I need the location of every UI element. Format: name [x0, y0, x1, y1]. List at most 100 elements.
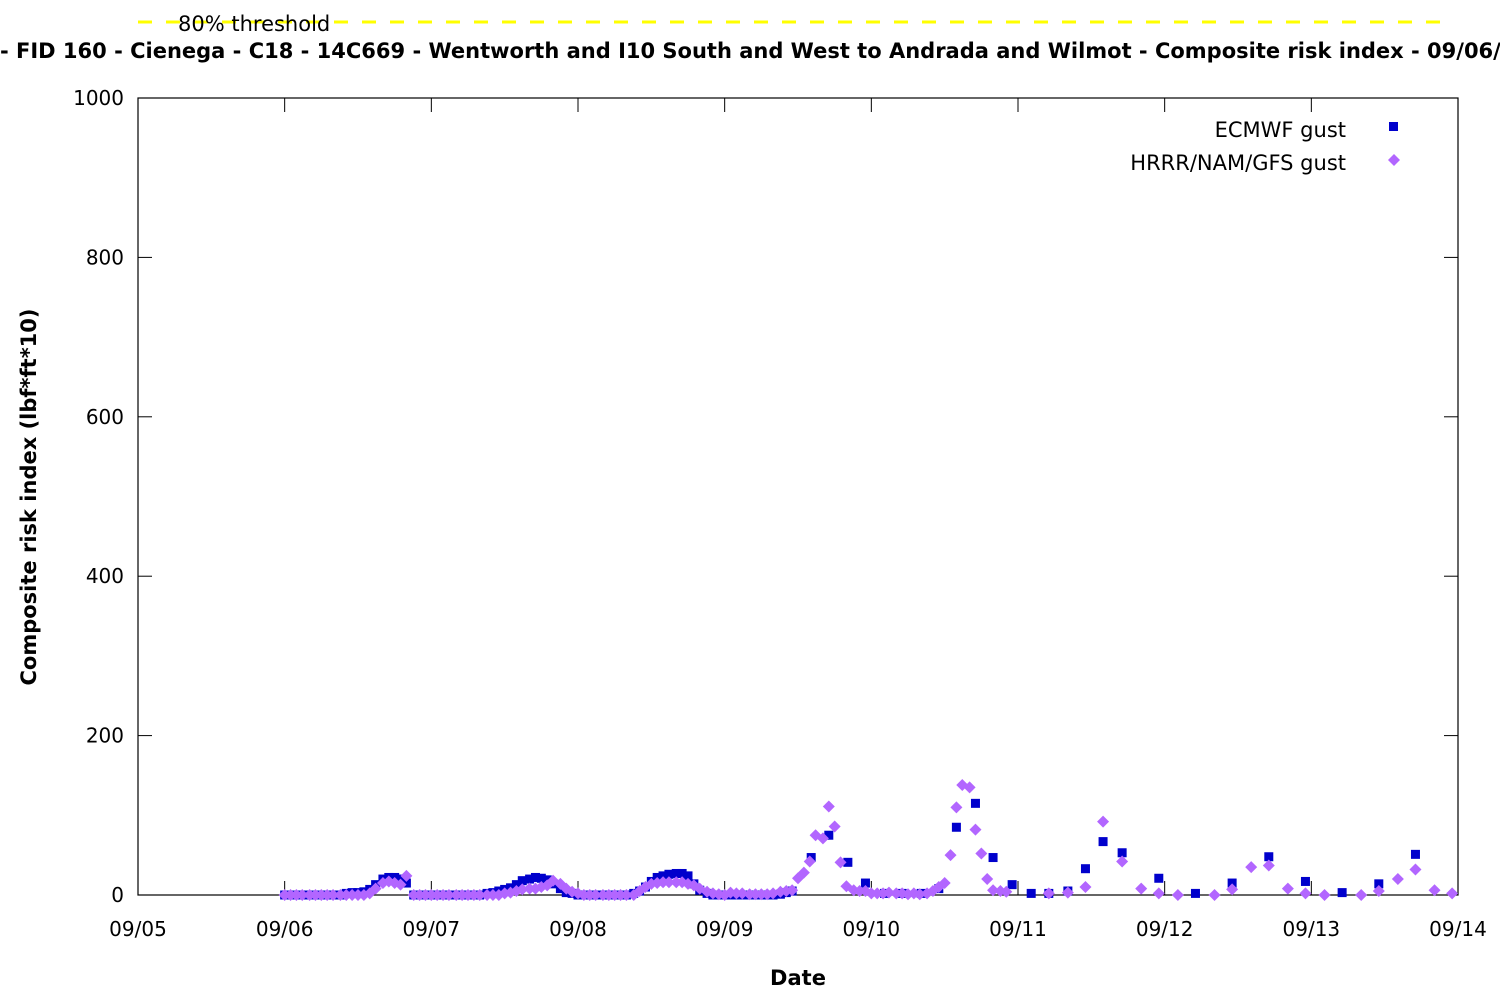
ecmwf-point [1117, 848, 1127, 858]
hrrr-point [969, 823, 982, 836]
ecmwf-point [1007, 880, 1017, 890]
hrrr-point [1135, 882, 1148, 895]
hrrr-point [1152, 887, 1165, 900]
y-tick-label: 800 [86, 245, 124, 269]
ecmwf-point [677, 868, 687, 878]
hrrr-point [1281, 882, 1294, 895]
ecmwf-point [530, 872, 540, 882]
hrrr-point [1318, 889, 1331, 901]
ecmwf-point [511, 880, 521, 890]
hrrr-point [1226, 883, 1239, 896]
threshold-label: 80% threshold [178, 12, 330, 36]
ecmwf-point [671, 868, 681, 878]
ecmwf-point [517, 876, 527, 886]
hrrr-point [1116, 855, 1129, 868]
ecmwf-point [1154, 873, 1164, 883]
hrrr-point [822, 800, 835, 813]
hrrr-point [1061, 886, 1074, 899]
legend-label-hrrr: HRRR/NAM/GFS gust [1130, 151, 1346, 175]
ecmwf-point [824, 830, 834, 840]
legend: ECMWF gust HRRR/NAM/GFS gust [1130, 118, 1400, 175]
hrrr-point [516, 883, 529, 896]
hrrr-point [963, 781, 976, 794]
hrrr-point [1409, 863, 1422, 876]
x-axis: 09/05 09/06 09/07 09/08 09/09 09/10 09/11 09/12… [109, 98, 1487, 941]
hrrr-point [400, 869, 413, 882]
y-tick-label: 600 [86, 405, 124, 429]
hrrr-point [950, 801, 963, 814]
hrrr-point [913, 888, 926, 901]
hrrr-point [1097, 815, 1110, 828]
hrrr-point [938, 877, 951, 890]
hrrr-point [975, 847, 988, 860]
ecmwf-point [1026, 888, 1036, 898]
hrrr-point [882, 886, 895, 899]
ecmwf-point [1264, 852, 1274, 862]
ecmwf-point [683, 871, 693, 881]
x-tick-label: 09/07 [403, 917, 461, 941]
hrrr-point [736, 887, 749, 900]
ecmwf-point [536, 873, 546, 883]
hrrr-point [1262, 859, 1275, 872]
hrrr-point [803, 855, 816, 868]
x-tick-label: 09/09 [696, 917, 754, 941]
y-tick-label: 1000 [73, 86, 124, 110]
hrrr-point [828, 820, 841, 833]
plot-frame [137, 97, 1459, 896]
ecmwf-point [401, 878, 411, 888]
hrrr-point [1355, 889, 1368, 901]
ecmwf-point [658, 871, 668, 881]
hrrr-point [296, 889, 309, 901]
y-axis-title: Composite risk index (lbf*ft*10) [17, 308, 41, 685]
hrrr-point [1171, 889, 1184, 901]
hrrr-point [369, 882, 382, 895]
ecmwf-point [860, 878, 870, 888]
x-axis-title: Date [770, 966, 826, 990]
legend-marker-ecmwf [1389, 122, 1398, 131]
hrrr-point [1208, 889, 1221, 901]
hrrr-point [1245, 861, 1258, 874]
ecmwf-point [525, 874, 535, 884]
series-layer [278, 779, 1459, 901]
x-tick-label: 09/13 [1283, 917, 1341, 941]
legend-label-ecmwf: ECMWF gust [1215, 118, 1346, 142]
hrrr-point [1428, 884, 1441, 897]
hrrr-point [834, 856, 847, 869]
ecmwf-point [1374, 879, 1384, 889]
hrrr-point [442, 889, 455, 901]
hrrr-point [473, 889, 486, 901]
hrrr-point [327, 889, 340, 901]
hrrr-point [1079, 881, 1092, 894]
legend-marker-hrrr [1388, 154, 1400, 166]
series-1 [278, 779, 1459, 901]
ecmwf-point [951, 822, 961, 832]
hrrr-point [797, 866, 810, 879]
hrrr-point [1299, 887, 1312, 900]
x-tick-label: 09/12 [1136, 917, 1194, 941]
y-axis: 0 200 400 600 800 1000 [73, 86, 1458, 907]
hrrr-point [394, 878, 407, 891]
ecmwf-point [1410, 849, 1420, 859]
chart-title: - FID 160 - Cienega - C18 - 14C669 - Wen… [0, 39, 1500, 63]
hrrr-point [1042, 887, 1055, 900]
hrrr-point [1372, 885, 1385, 898]
x-tick-label: 09/08 [549, 917, 607, 941]
y-tick-label: 0 [111, 883, 124, 907]
ecmwf-point [1227, 878, 1237, 888]
hrrr-point [786, 884, 799, 897]
ecmwf-point [988, 853, 998, 863]
ecmwf-point [1337, 888, 1347, 898]
ecmwf-point [664, 869, 674, 879]
ecmwf-point [1190, 888, 1200, 898]
x-tick-label: 09/14 [1429, 917, 1487, 941]
hrrr-point [816, 832, 829, 845]
hrrr-point [1391, 873, 1404, 886]
hrrr-point [589, 889, 602, 901]
x-tick-label: 09/10 [843, 917, 901, 941]
ecmwf-point [1080, 864, 1090, 874]
y-tick-label: 200 [86, 724, 124, 748]
x-tick-label: 09/05 [109, 917, 167, 941]
ecmwf-point [970, 798, 980, 808]
ecmwf-point [843, 857, 853, 867]
x-tick-label: 09/06 [256, 917, 314, 941]
